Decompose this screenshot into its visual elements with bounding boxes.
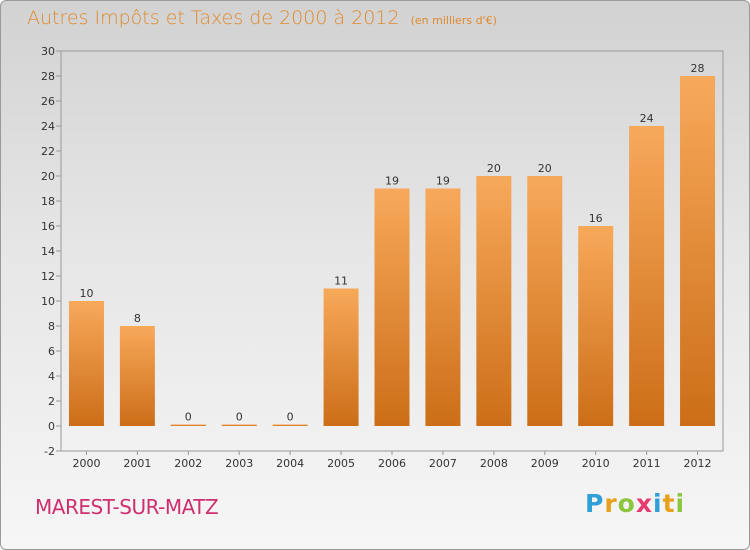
y-tick-label: 0 [48,420,55,433]
x-tick-label: 2000 [72,457,100,470]
data-label: 20 [538,162,552,175]
bar [425,188,461,426]
bar [527,176,563,426]
data-label: 8 [134,312,141,325]
y-tick-label: 12 [41,270,55,283]
y-tick-label: 4 [48,370,55,383]
chart-title: Autres Impôts et Taxes de 2000 à 2012 [27,7,400,29]
bar [476,176,512,426]
data-label: 0 [185,411,192,424]
data-label: 16 [589,212,603,225]
bar [119,326,155,426]
data-label: 19 [385,175,399,188]
data-label: 28 [691,62,705,75]
x-tick-label: 2008 [480,457,508,470]
chart-axes [56,50,724,455]
y-tick-label: 22 [41,145,55,158]
x-tick-label: 2006 [378,457,406,470]
y-tick-label: 24 [41,120,55,133]
commune-name: MAREST-SUR-MATZ [35,495,219,519]
logo-letter: o [617,489,636,518]
chart-bars [68,76,716,426]
y-tick-label: 10 [41,295,55,308]
logo-letter: x [635,489,653,518]
y-tick-label: 26 [41,95,55,108]
y-tick-label: 8 [48,320,55,333]
y-tick-label: 28 [41,70,55,83]
bar [680,76,716,426]
y-tick-label: 18 [41,195,55,208]
data-label: 10 [79,287,93,300]
x-tick-label: 2001 [123,457,151,470]
data-label: 11 [334,275,348,288]
y-tick-label: 16 [41,220,55,233]
bar [221,424,257,426]
x-tick-label: 2005 [327,457,355,470]
y-tick-label: 6 [48,345,55,358]
x-tick-label: 2012 [684,457,712,470]
data-label: 0 [287,411,294,424]
x-tick-label: 2011 [633,457,661,470]
x-tick-label: 2010 [582,457,610,470]
proxiti-logo: Proxiti [585,489,685,518]
logo-letter: r [604,489,618,518]
data-label: 24 [640,112,654,125]
logo-letter: t [662,489,676,518]
logo-letter: i [653,489,663,518]
data-label: 19 [436,175,450,188]
data-label: 20 [487,162,501,175]
y-tick-label: 20 [41,170,55,183]
y-tick-label: 14 [41,245,55,258]
bar [272,424,308,426]
bar [629,126,665,426]
y-tick-label: 30 [41,45,55,58]
x-tick-label: 2003 [225,457,253,470]
bar [170,424,206,426]
bar [68,301,104,426]
bar [323,288,359,426]
logo-letter: i [675,489,686,518]
x-tick-label: 2004 [276,457,304,470]
data-label: 0 [236,411,243,424]
bar [578,226,614,426]
x-tick-label: 2007 [429,457,457,470]
y-tick-label: 2 [48,395,55,408]
x-tick-label: 2009 [531,457,559,470]
bar [374,188,410,426]
y-tick-label: -2 [44,445,55,458]
chart-labels: -202468101214161820222426283010200082001… [41,45,712,470]
logo-letter: P [585,489,605,518]
x-tick-label: 2002 [174,457,202,470]
chart-title-block: Autres Impôts et Taxes de 2000 à 2012 (e… [27,7,497,29]
chart-unit: (en milliers d'€) [410,14,497,27]
